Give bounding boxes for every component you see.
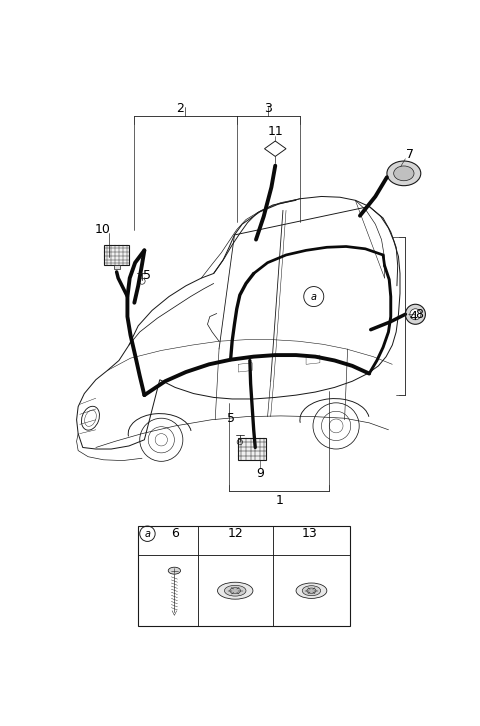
Bar	[138, 526, 350, 626]
Text: 1: 1	[275, 494, 283, 507]
Text: 11: 11	[267, 126, 283, 138]
Ellipse shape	[230, 587, 240, 594]
Ellipse shape	[225, 585, 246, 596]
Circle shape	[406, 304, 425, 325]
Text: 13: 13	[302, 527, 318, 540]
Ellipse shape	[296, 583, 327, 598]
Text: 5: 5	[144, 269, 152, 282]
Text: 7: 7	[406, 148, 414, 161]
Text: 12: 12	[228, 527, 243, 540]
Text: 3: 3	[264, 102, 272, 115]
Ellipse shape	[168, 567, 180, 574]
Text: 8: 8	[415, 308, 423, 321]
Text: 9: 9	[256, 467, 264, 480]
FancyBboxPatch shape	[238, 439, 266, 460]
Text: 4: 4	[409, 310, 417, 323]
FancyBboxPatch shape	[104, 245, 129, 265]
Text: 5: 5	[227, 412, 235, 425]
Text: 10: 10	[95, 223, 111, 236]
Ellipse shape	[302, 586, 321, 596]
Ellipse shape	[387, 161, 421, 186]
Ellipse shape	[307, 588, 316, 593]
FancyBboxPatch shape	[114, 265, 120, 269]
Text: 2: 2	[177, 102, 184, 115]
Text: a: a	[311, 292, 317, 301]
Circle shape	[410, 309, 421, 319]
Ellipse shape	[394, 166, 414, 181]
Text: 6: 6	[171, 527, 179, 540]
Text: a: a	[144, 529, 150, 539]
Ellipse shape	[217, 582, 253, 599]
